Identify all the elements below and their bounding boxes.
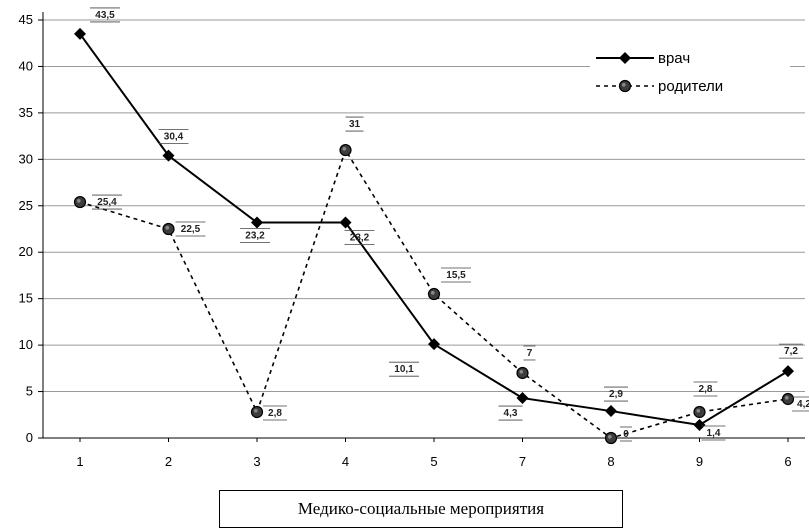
parents-marker-8-highlight [608,435,612,439]
series-markers [73,27,795,445]
legend-marker-parents [618,79,632,93]
series-line-parents [79,148,789,439]
parents-data-label-1: 25,4 [97,197,117,208]
x-tick-label-8: 8 [607,454,614,469]
y-tick-label-15: 15 [19,291,33,306]
doctor-marker-4 [339,216,352,229]
legend-background [590,40,790,104]
x-tick-label-3: 3 [253,454,260,469]
y-tick-label-35: 35 [19,105,33,120]
x-tick-label-2: 2 [165,454,172,469]
doctor-data-label-2: 30,4 [164,132,184,143]
parents-data-label-5: 15,5 [446,270,466,281]
legend-label-doctor: врач [658,50,690,67]
y-tick-label-30: 30 [19,151,33,166]
parents-marker-3 [250,405,264,419]
y-tick-label-25: 25 [19,198,33,213]
legend-label-parents: родители [658,78,723,95]
x-axis-title: Медико-социальные мероприятия [297,499,545,518]
doctor-marker-1 [74,27,86,40]
parents-marker-7 [516,366,529,380]
parents-data-label-2: 22,5 [181,224,201,235]
parents-marker-6 [781,392,795,406]
parents-data-label-7: 7 [527,348,533,359]
parents-marker-2-highlight [165,226,170,230]
parents-marker-7-highlight [519,369,524,374]
y-tick-label-5: 5 [26,384,33,399]
doctor-marker-7 [516,392,529,405]
parents-marker-8 [604,431,618,445]
parents-marker-3-highlight [254,408,258,413]
doctor-data-label-3: 23,2 [245,230,265,241]
parents-marker-2 [162,222,175,236]
x-tick-labels: 1 2 3 4 5 7 8 9 6 [76,454,791,469]
x-tick-label-6: 6 [784,454,791,469]
legend-marker-doctor [619,52,631,64]
y-tick-label-45: 45 [19,12,33,27]
doctor-marker-3 [251,216,263,229]
x-tick-label-4: 4 [342,454,349,469]
doctor-marker-6 [782,365,794,378]
parents-data-label-3: 2,8 [268,408,282,419]
y-tick-label-0: 0 [26,430,33,445]
data-labels: 43,5 30,4 23,2 23,2 10,1 4,3 2,9 1,4 7,2 25,4 22,5… [90,7,809,442]
parents-data-label-8: 0 [623,429,629,440]
y-tick-label-20: 20 [19,244,33,259]
parents-marker-9 [693,405,706,419]
parents-marker-6-highlight [785,395,789,400]
x-tick-label-7: 7 [519,454,526,469]
legend-marker-parents-highlight [622,83,626,87]
parents-marker-5 [427,287,441,301]
x-tick-label-5: 5 [430,454,437,469]
parents-marker-1-highlight [77,199,81,203]
doctor-data-label-1: 43,5 [95,10,115,21]
y-tick-labels: 0 5 10 15 20 25 30 35 40 45 [19,12,33,445]
doctor-data-label-4: 23,2 [350,232,370,243]
parents-marker-1 [73,195,87,209]
doctor-marker-8 [605,405,617,418]
parents-marker-9-highlight [696,408,701,413]
doctor-marker-9 [693,418,706,431]
axes [38,12,805,442]
y-tick-label-10: 10 [19,337,33,352]
parents-data-label-9: 2,8 [699,384,713,395]
doctor-data-label-9: 1,4 [707,428,721,439]
parents-data-label-6: 4,2 [797,399,809,410]
parents-marker-4 [339,143,352,157]
doctor-marker-5 [428,338,440,351]
x-axis-title-box: Медико-социальные мероприятия [219,490,623,528]
parents-marker-4-highlight [342,147,347,151]
doctor-marker-2 [162,149,175,162]
x-tick-label-1: 1 [76,454,83,469]
parents-data-label-4: 31 [349,119,361,130]
doctor-data-label-6: 7,2 [784,346,798,357]
parents-marker-5-highlight [431,291,435,295]
doctor-data-label-5: 10,1 [394,364,414,375]
x-tick-label-9: 9 [696,454,703,469]
legend: врач родители [590,40,790,104]
y-tick-label-40: 40 [19,58,33,73]
doctor-data-label-8: 2,9 [609,389,623,400]
doctor-data-label-7: 4,3 [504,408,518,419]
